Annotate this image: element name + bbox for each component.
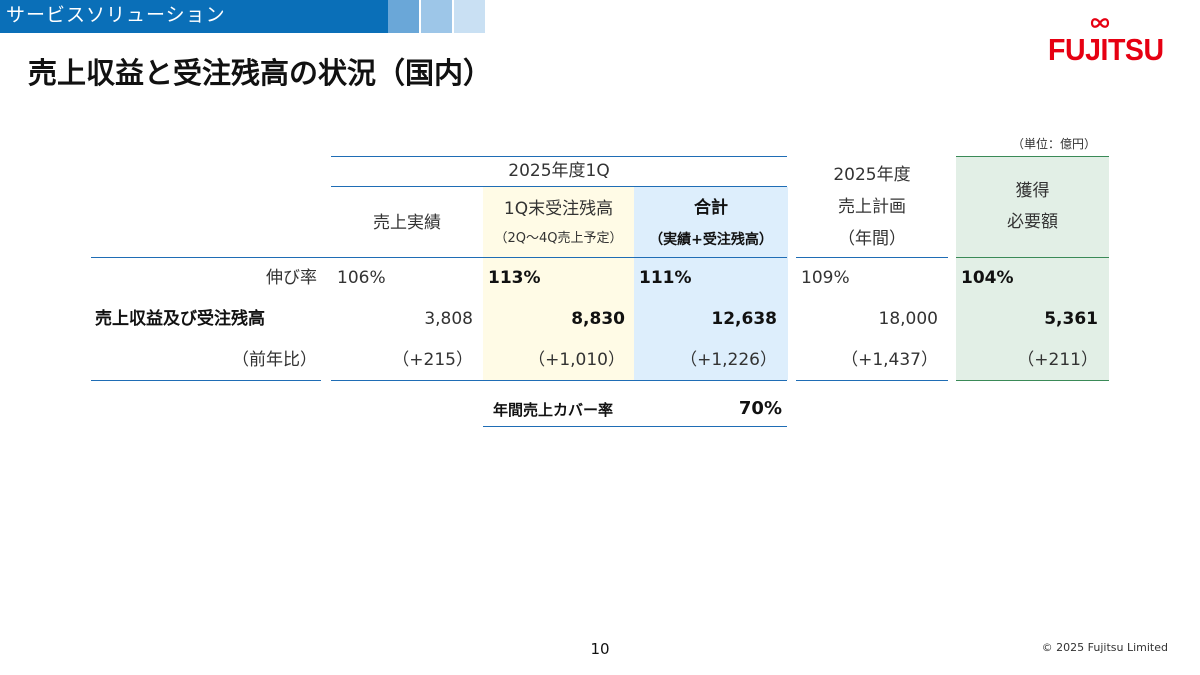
rule-top-fy bbox=[331, 156, 787, 157]
page-number: 10 bbox=[590, 640, 610, 658]
rule-bottom-required bbox=[956, 380, 1109, 381]
coverage-label: 年間売上カバー率 bbox=[493, 401, 614, 419]
col-plan-header-3: （年間） bbox=[838, 229, 906, 249]
revenue-actual: 3,808 bbox=[424, 309, 473, 329]
rule-coverage bbox=[483, 426, 787, 427]
growth-backlog: 113% bbox=[488, 268, 541, 288]
yoy-backlog: （+1,010） bbox=[528, 350, 625, 370]
col-total-header: 合計 bbox=[694, 198, 728, 218]
col-backlog-subheader: （2Q～4Q売上予定） bbox=[494, 231, 623, 246]
section-label: サービスソリューション bbox=[6, 4, 226, 26]
growth-total: 111% bbox=[639, 268, 692, 288]
band-square-1 bbox=[388, 0, 419, 33]
yoy-actual: （+215） bbox=[392, 350, 473, 370]
rule-top-required bbox=[956, 156, 1109, 157]
growth-plan: 109% bbox=[801, 268, 850, 288]
yoy-required: （+211） bbox=[1017, 350, 1098, 370]
row-growth-label: 伸び率 bbox=[266, 268, 317, 288]
rule-header-bottom bbox=[91, 257, 787, 258]
rule-header-bottom-plan bbox=[796, 257, 948, 258]
copyright: © 2025 Fujitsu Limited bbox=[1041, 641, 1168, 654]
band-square-2 bbox=[421, 0, 452, 33]
row-yoy-label: （前年比） bbox=[232, 350, 317, 370]
group-header: 2025年度1Q bbox=[508, 161, 610, 181]
growth-actual: 106% bbox=[337, 268, 386, 288]
section-band bbox=[0, 0, 388, 33]
revenue-plan: 18,000 bbox=[878, 309, 938, 329]
rule-bottom-label bbox=[91, 380, 321, 381]
revenue-total: 12,638 bbox=[711, 309, 777, 329]
rule-header-bottom-required bbox=[956, 257, 1109, 258]
col-plan-header-1: 2025年度 bbox=[833, 165, 911, 185]
required-column-bg bbox=[956, 157, 1109, 380]
coverage-value: 70% bbox=[738, 398, 782, 419]
yoy-plan: （+1,437） bbox=[841, 350, 938, 370]
total-column-bg bbox=[634, 187, 788, 380]
rule-bottom-fy bbox=[331, 380, 787, 381]
growth-required: 104% bbox=[961, 268, 1014, 288]
col-plan-header-2: 売上計画 bbox=[838, 197, 906, 217]
col-total-subheader: （実績+受注残高） bbox=[649, 232, 773, 248]
revenue-required: 5,361 bbox=[1044, 309, 1098, 329]
backlog-column-bg bbox=[483, 187, 634, 380]
rule-group bbox=[331, 186, 787, 187]
row-revenue-label: 売上収益及び受注残高 bbox=[95, 309, 265, 329]
col-required-header-1: 獲得 bbox=[1015, 181, 1050, 201]
fujitsu-logo: FUJITSU bbox=[1048, 32, 1164, 67]
revenue-backlog: 8,830 bbox=[571, 309, 625, 329]
col-required-header-2: 必要額 bbox=[1007, 212, 1058, 232]
yoy-total: （+1,226） bbox=[680, 350, 777, 370]
band-square-3 bbox=[454, 0, 485, 33]
fujitsu-infinity-icon bbox=[1090, 18, 1110, 28]
col-actual-header: 売上実績 bbox=[373, 213, 441, 233]
unit-note: （単位：億円） bbox=[1012, 137, 1097, 151]
rule-bottom-plan bbox=[796, 380, 948, 381]
col-backlog-header: 1Q末受注残高 bbox=[503, 199, 614, 219]
page-title: 売上収益と受注残高の状況（国内） bbox=[28, 56, 493, 90]
